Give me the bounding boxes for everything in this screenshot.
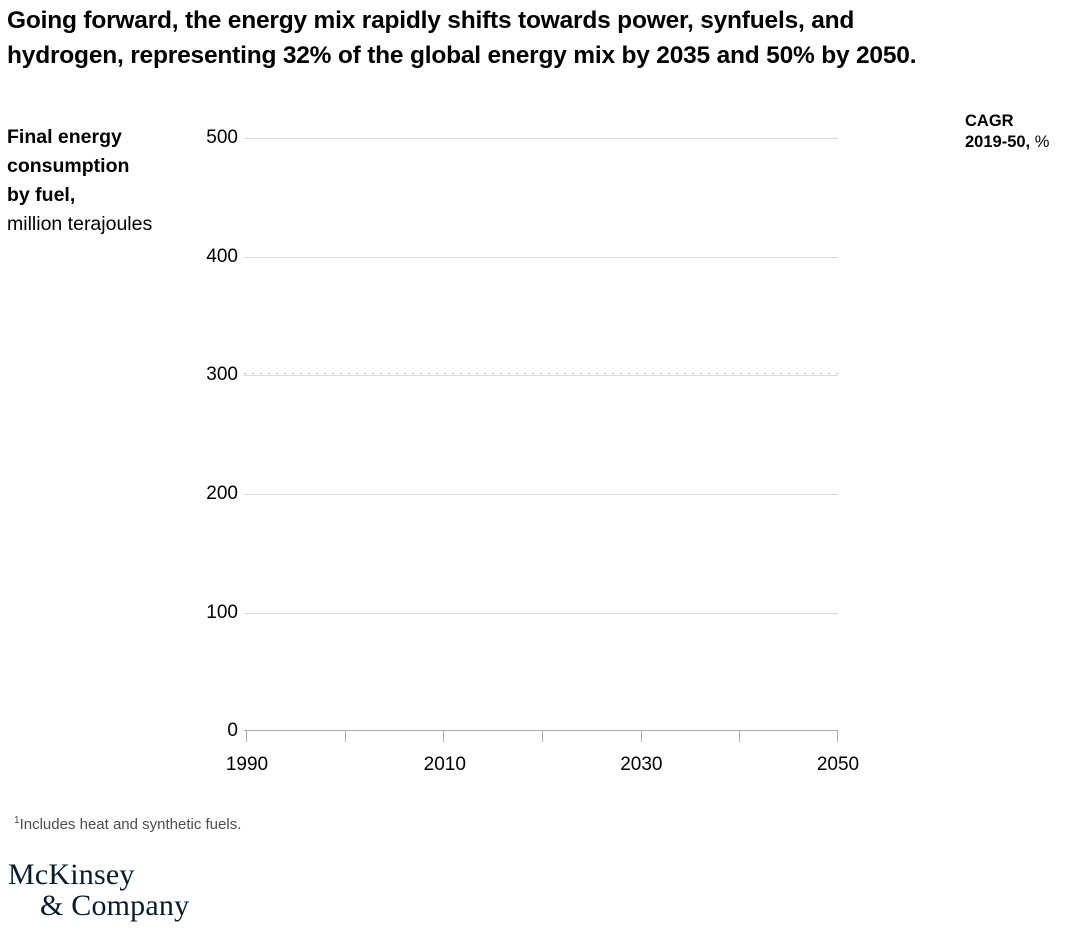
x-tick-label-2010: 2010 [423, 754, 466, 775]
footnote-superscript: 1 [14, 815, 20, 826]
x-tick-mark-2050 [836, 731, 838, 742]
x-tick-mark-2030 [640, 731, 642, 742]
cagr-unit: % [1034, 133, 1050, 151]
gridline-300-dotted [244, 373, 838, 374]
y-axis-tick-labels: 500 400 300 200 100 0 [150, 127, 238, 741]
page-title: Going forward, the energy mix rapidly sh… [7, 3, 1073, 73]
footnote: 1Includes heat and synthetic fuels. [14, 815, 241, 835]
gridline-300 [244, 375, 838, 376]
plot-area [244, 138, 838, 742]
y-tick-label-200: 200 [206, 483, 238, 504]
x-tick-mark-2020 [542, 731, 543, 742]
x-axis-baseline [244, 730, 838, 731]
y-tick-label-500: 500 [206, 127, 238, 148]
logo-line1: McKinsey [8, 858, 135, 891]
x-tick-label-2050: 2050 [816, 754, 860, 775]
y-axis-unit: million terajoules [7, 213, 153, 235]
x-tick-mark-2040 [739, 731, 741, 742]
x-tick-label-1990: 1990 [225, 754, 269, 775]
gridline-100 [244, 613, 838, 614]
x-tick-label-2030: 2030 [620, 754, 663, 775]
x-tick-mark-1990 [246, 731, 247, 742]
gridline-500 [244, 138, 838, 139]
y-tick-label-0: 0 [227, 720, 238, 741]
logo-line2: & Company [40, 889, 190, 922]
page-title-line1: Going forward, the energy mix rapidly sh… [7, 7, 855, 34]
x-tick-mark-2000 [344, 731, 346, 742]
y-axis-title-line: consumption [7, 155, 130, 177]
company-logo: McKinsey & Company [8, 859, 189, 921]
x-axis-tick-labels: 1990 2010 2030 2050 [226, 753, 859, 777]
y-tick-label-400: 400 [206, 246, 238, 267]
x-axis-tick-marks [246, 731, 838, 742]
x-tick-mark-2010 [443, 731, 445, 742]
cagr-header-line2: 2019-50, % [965, 132, 1077, 153]
page-title-line2: hydrogen, representing 32% of the global… [7, 42, 917, 69]
cagr-range: 2019-50, [965, 133, 1031, 151]
cagr-header: CAGR 2019-50, % [965, 111, 1077, 153]
footnote-text: Includes heat and synthetic fuels. [19, 816, 242, 833]
y-axis-title: Final energy consumption by fuel, millio… [7, 123, 187, 239]
gridline-400 [244, 257, 838, 258]
y-axis-title-line: by fuel, [7, 184, 76, 206]
y-axis-title-line: Final energy [7, 126, 122, 148]
cagr-header-line1: CAGR [965, 112, 1014, 130]
y-tick-label-100: 100 [206, 602, 238, 623]
y-tick-label-300: 300 [206, 364, 238, 385]
gridline-200 [244, 494, 838, 495]
